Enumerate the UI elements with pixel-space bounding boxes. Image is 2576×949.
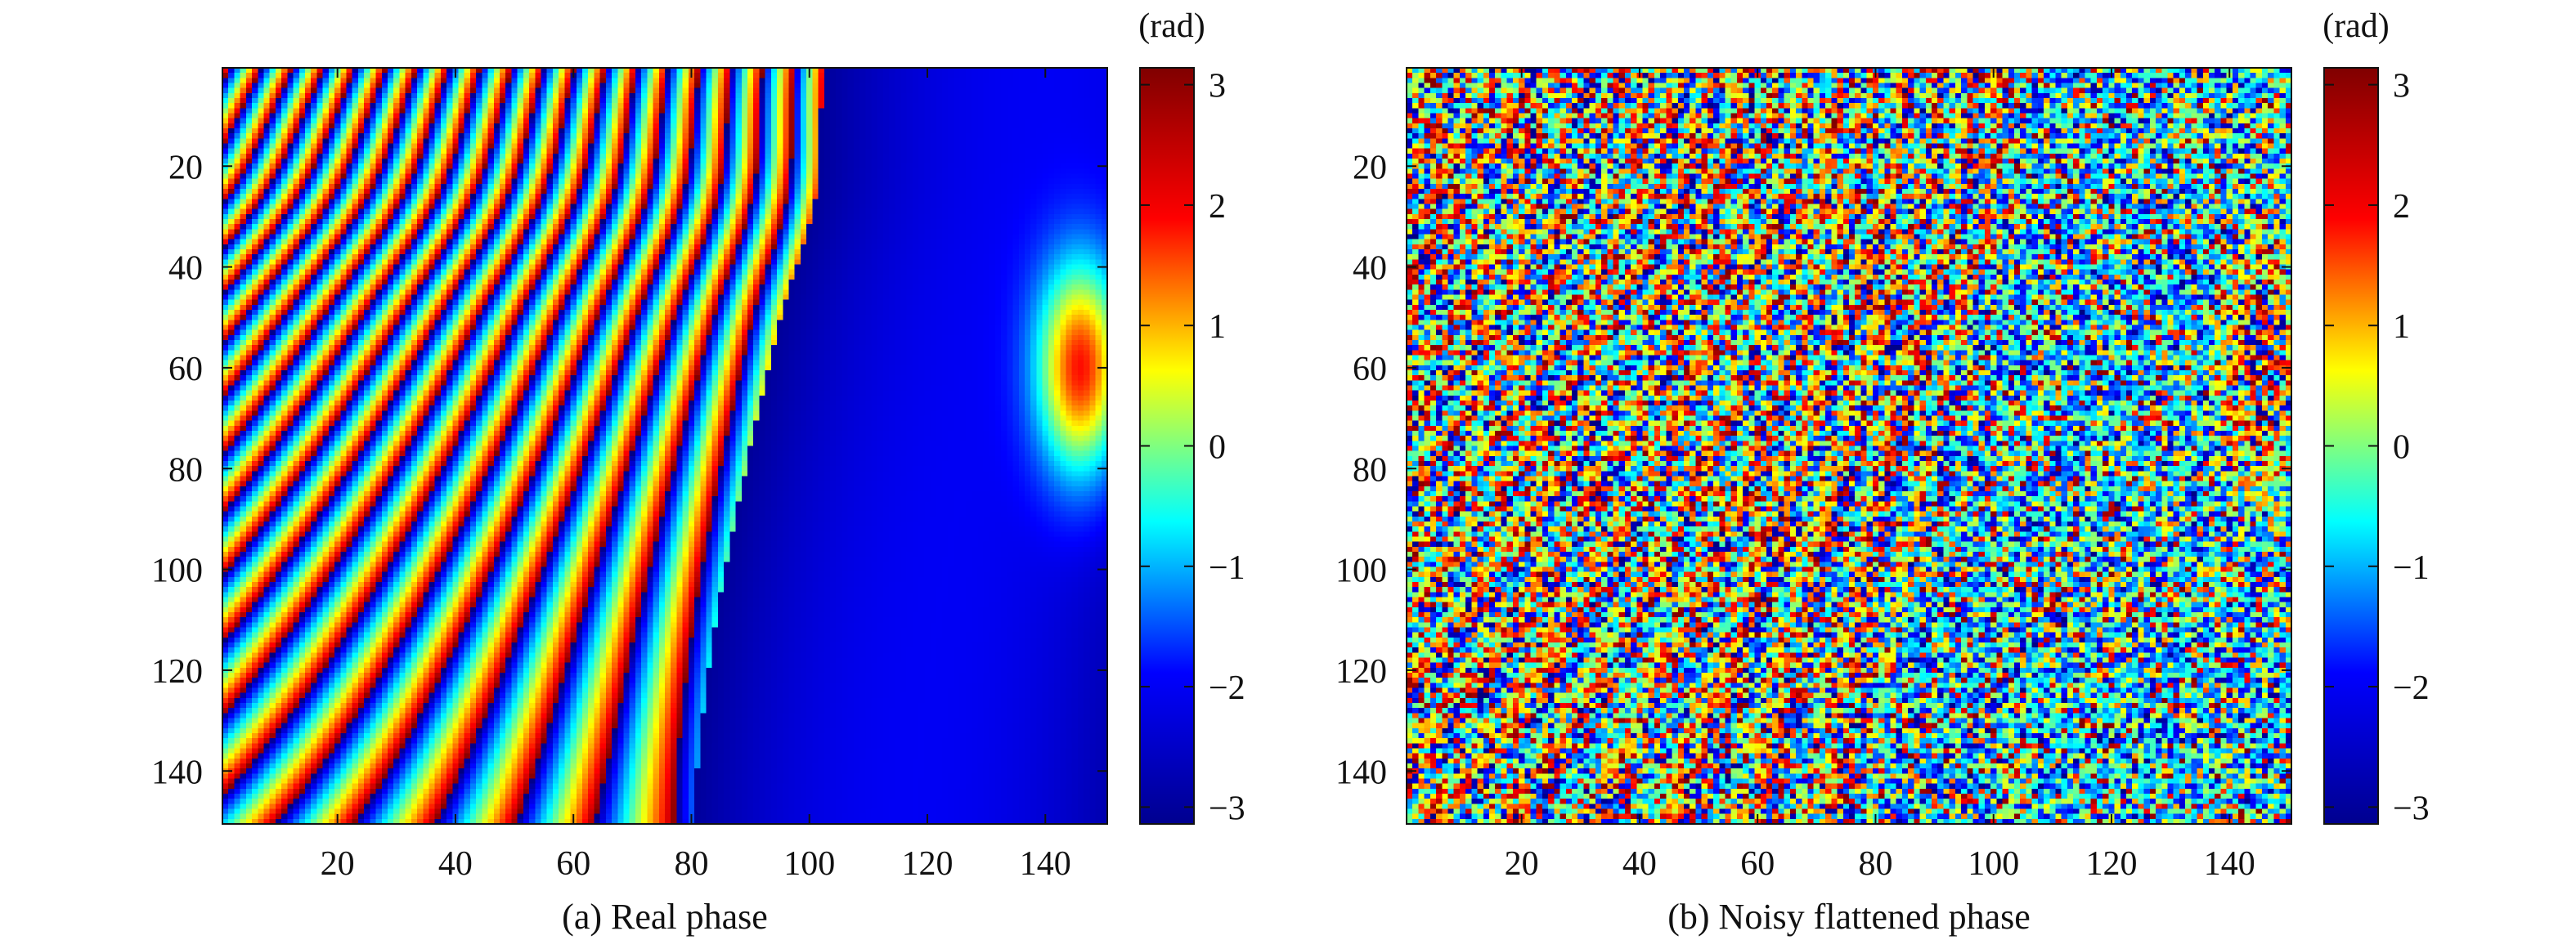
x-tick-label: 40 — [438, 845, 473, 883]
panel-caption: (b) Noisy flattened phase — [1667, 897, 2031, 937]
colorbar-tick-label: 0 — [1209, 429, 1226, 467]
y-tick-label: 100 — [151, 553, 203, 590]
colorbar-unit-label: (rad) — [1138, 7, 1205, 45]
colorbar-tick-label: −1 — [2393, 549, 2430, 587]
y-tick-label: 140 — [1335, 754, 1387, 791]
heatmap-image — [1407, 68, 2291, 824]
colorbar-tick-label: −3 — [2393, 790, 2430, 827]
x-tick-label: 20 — [1505, 845, 1539, 883]
colorbar-tick-label: 0 — [2393, 429, 2410, 467]
colorbar-tick-label: 1 — [2393, 308, 2410, 346]
y-tick-label: 140 — [151, 754, 203, 791]
y-tick-label: 40 — [168, 250, 203, 288]
y-tick-label: 100 — [1335, 553, 1387, 590]
colorbar-tick-label: −2 — [2393, 669, 2430, 707]
colorbar-tick-label: −2 — [1209, 669, 1245, 707]
y-tick-label: 20 — [168, 149, 203, 186]
y-tick-label: 80 — [1353, 451, 1387, 489]
colorbar-tick-label: 2 — [2393, 188, 2410, 226]
x-tick-label: 60 — [1740, 845, 1775, 883]
heatmap-image — [222, 68, 1107, 824]
colorbar-tick-label: −1 — [1209, 549, 1245, 587]
y-tick-label: 80 — [168, 451, 203, 489]
x-tick-label: 60 — [556, 845, 590, 883]
x-tick-label: 20 — [321, 845, 355, 883]
x-tick-label: 140 — [1020, 845, 1071, 883]
colorbar-tick-label: −3 — [1209, 790, 1245, 827]
plot-frame — [222, 67, 1108, 825]
y-tick-label: 40 — [1353, 250, 1387, 288]
colorbar-tick-label: 1 — [1209, 308, 1226, 346]
x-tick-label: 140 — [2204, 845, 2255, 883]
x-tick-label: 40 — [1622, 845, 1657, 883]
x-tick-label: 100 — [1968, 845, 2019, 883]
colorbar-tick-label: 2 — [1209, 188, 1226, 226]
x-tick-label: 80 — [674, 845, 708, 883]
x-tick-label: 120 — [2085, 845, 2137, 883]
x-tick-label: 100 — [783, 845, 835, 883]
y-tick-label: 60 — [168, 351, 203, 388]
y-tick-label: 120 — [1335, 653, 1387, 691]
y-tick-label: 60 — [1353, 351, 1387, 388]
y-tick-label: 20 — [1353, 149, 1387, 186]
colorbar-tick-label: 3 — [1209, 68, 1226, 105]
x-tick-label: 120 — [901, 845, 953, 883]
colorbar-unit-label: (rad) — [2322, 7, 2390, 45]
panel-caption: (a) Real phase — [562, 897, 768, 937]
plot-frame — [1406, 67, 2292, 825]
colorbar-tick-label: 3 — [2393, 68, 2410, 105]
x-tick-label: 80 — [1858, 845, 1892, 883]
y-tick-label: 120 — [151, 653, 203, 691]
